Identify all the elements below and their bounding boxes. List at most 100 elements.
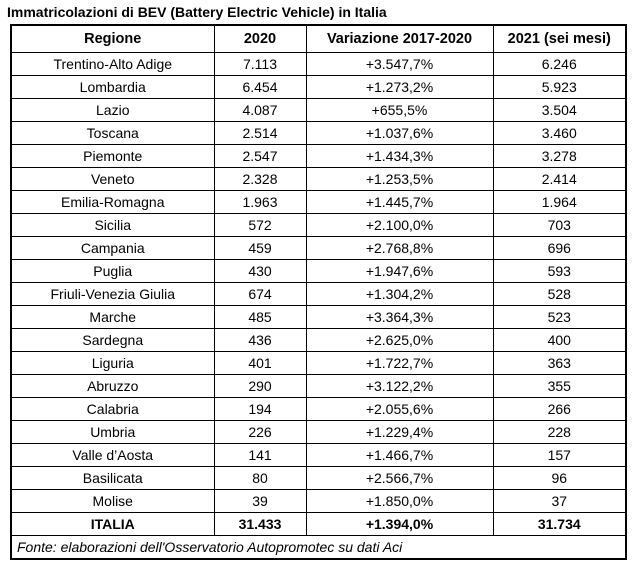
total-cell-variazione: +1.394,0% — [305, 512, 494, 536]
table-row: Emilia-Romagna 1.963 +1.445,7% 1.964 — [10, 190, 627, 214]
table-row: Abruzzo 290 +3.122,2% 355 — [10, 374, 627, 398]
table-cell: +1.445,7% — [305, 190, 494, 214]
table-row: Lombardia 6.454 +1.273,2% 5.923 — [10, 75, 627, 99]
table-cell: 290 — [213, 374, 307, 398]
table-cell: 674 — [213, 282, 307, 306]
table-cell: 80 — [213, 466, 307, 490]
table-row: Friuli-Venezia Giulia 674 +1.304,2% 528 — [10, 282, 627, 306]
total-cell-2021: 31.734 — [492, 512, 627, 536]
table-row: Sardegna 436 +2.625,0% 400 — [10, 328, 627, 352]
table-cell: 3.504 — [492, 98, 627, 122]
table-cell: 141 — [213, 443, 307, 467]
table-cell: 485 — [213, 305, 307, 329]
table-cell: Sicilia — [10, 213, 215, 237]
table-cell: Trentino-Alto Adige — [10, 52, 215, 76]
table-cell: Campania — [10, 236, 215, 260]
table-cell: 2.514 — [213, 121, 307, 145]
table-cell: 2.328 — [213, 167, 307, 191]
table-row: Veneto 2.328 +1.253,5% 2.414 — [10, 167, 627, 191]
table-cell: 436 — [213, 328, 307, 352]
table-cell: 266 — [492, 397, 627, 421]
table-cell: +1.037,6% — [305, 121, 494, 145]
bev-registrations-table: Regione 2020 Variazione 2017-2020 2021 (… — [10, 24, 627, 560]
table-cell: +655,5% — [305, 98, 494, 122]
table-cell: +1.850,0% — [305, 489, 494, 513]
table-body: Trentino-Alto Adige 7.113 +3.547,7% 6.246 Lo… — [10, 52, 627, 513]
table-cell: Toscana — [10, 121, 215, 145]
table-cell: +1.304,2% — [305, 282, 494, 306]
table-cell: Puglia — [10, 259, 215, 283]
table-row: Molise 39 +1.850,0% 37 — [10, 489, 627, 513]
table-cell: +2.625,0% — [305, 328, 494, 352]
table-cell: 157 — [492, 443, 627, 467]
table-row: Campania 459 +2.768,8% 696 — [10, 236, 627, 260]
table-row: Marche 485 +3.364,3% 523 — [10, 305, 627, 329]
table-cell: Valle d’Aosta — [10, 443, 215, 467]
table-cell: Lazio — [10, 98, 215, 122]
table-cell: 6.246 — [492, 52, 627, 76]
table-cell: +1.229,4% — [305, 420, 494, 444]
table-cell: 400 — [492, 328, 627, 352]
page-title: Immatricolazioni di BEV (Battery Electri… — [7, 4, 387, 20]
table-cell: Basilicata — [10, 466, 215, 490]
table-cell: 4.087 — [213, 98, 307, 122]
column-header-regione: Regione — [10, 24, 215, 53]
table-cell: Lombardia — [10, 75, 215, 99]
table-cell: Friuli-Venezia Giulia — [10, 282, 215, 306]
table-cell: +2.055,6% — [305, 397, 494, 421]
table-cell: +1.273,2% — [305, 75, 494, 99]
table-cell: +2.566,7% — [305, 466, 494, 490]
column-header-variazione-2017-2020: Variazione 2017-2020 — [305, 24, 494, 53]
table-cell: +1.947,6% — [305, 259, 494, 283]
table-cell: +1.434,3% — [305, 144, 494, 168]
table-cell: 5.923 — [492, 75, 627, 99]
table-row: Valle d’Aosta 141 +1.466,7% 157 — [10, 443, 627, 467]
table-cell: +1.722,7% — [305, 351, 494, 375]
table-cell: 572 — [213, 213, 307, 237]
table-cell: 401 — [213, 351, 307, 375]
table-cell: 363 — [492, 351, 627, 375]
table-row: Liguria 401 +1.722,7% 363 — [10, 351, 627, 375]
table-cell: 6.454 — [213, 75, 307, 99]
table-cell: 228 — [492, 420, 627, 444]
table-cell: 430 — [213, 259, 307, 283]
table-row: Basilicata 80 +2.566,7% 96 — [10, 466, 627, 490]
table-row: Calabria 194 +2.055,6% 266 — [10, 397, 627, 421]
table-cell: +2.100,0% — [305, 213, 494, 237]
table-row: Umbria 226 +1.229,4% 228 — [10, 420, 627, 444]
table-cell: 2.414 — [492, 167, 627, 191]
table-cell: Marche — [10, 305, 215, 329]
table-row: Sicilia 572 +2.100,0% 703 — [10, 213, 627, 237]
table-cell: Calabria — [10, 397, 215, 421]
table-cell: +1.466,7% — [305, 443, 494, 467]
table-cell: 39 — [213, 489, 307, 513]
table-cell: +3.122,2% — [305, 374, 494, 398]
table-cell: 1.964 — [492, 190, 627, 214]
table-cell: Umbria — [10, 420, 215, 444]
table-cell: Liguria — [10, 351, 215, 375]
header-row: Regione 2020 Variazione 2017-2020 2021 (… — [10, 24, 627, 53]
table-cell: +3.364,3% — [305, 305, 494, 329]
source-note: Fonte: elaborazioni dell'Osservatorio Au… — [10, 535, 627, 560]
table-row: Trentino-Alto Adige 7.113 +3.547,7% 6.246 — [10, 52, 627, 76]
table-cell: +1.253,5% — [305, 167, 494, 191]
table-cell: 194 — [213, 397, 307, 421]
table-row: Lazio 4.087 +655,5% 3.504 — [10, 98, 627, 122]
table-cell: 2.547 — [213, 144, 307, 168]
table-cell: Piemonte — [10, 144, 215, 168]
table-cell: +2.768,8% — [305, 236, 494, 260]
column-header-2021-sei-mesi: 2021 (sei mesi) — [492, 24, 627, 53]
total-row: ITALIA 31.433 +1.394,0% 31.734 — [10, 512, 627, 536]
column-header-2020: 2020 — [213, 24, 307, 53]
table-cell: 37 — [492, 489, 627, 513]
table-cell: Sardegna — [10, 328, 215, 352]
total-cell-2020: 31.433 — [213, 512, 307, 536]
table-cell: Veneto — [10, 167, 215, 191]
table-row: Puglia 430 +1.947,6% 593 — [10, 259, 627, 283]
table-cell: 355 — [492, 374, 627, 398]
total-cell-region: ITALIA — [10, 512, 215, 536]
table-cell: 593 — [492, 259, 627, 283]
table-cell: Abruzzo — [10, 374, 215, 398]
table-row: Piemonte 2.547 +1.434,3% 3.278 — [10, 144, 627, 168]
